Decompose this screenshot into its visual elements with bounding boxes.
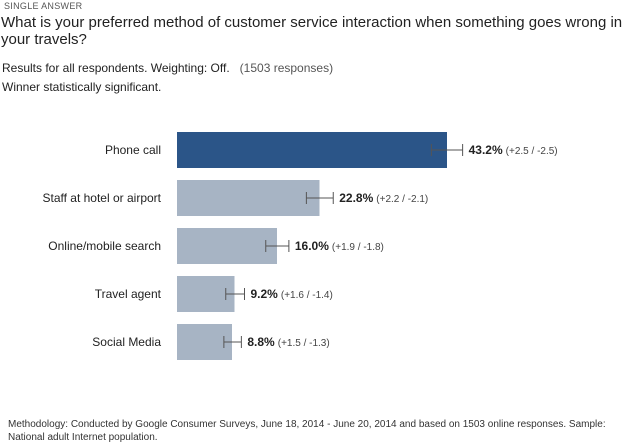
bar xyxy=(177,228,277,264)
category-label: Social Media xyxy=(92,335,161,349)
winner-significance-text: Winner statistically significant. xyxy=(2,80,162,94)
value-percent: 16.0% xyxy=(295,239,329,253)
bar xyxy=(177,276,235,312)
bar xyxy=(177,180,320,216)
error-range-label: (+2.5 / -2.5) xyxy=(506,146,558,157)
results-info: Results for all respondents. Weighting: … xyxy=(2,61,333,75)
value-percent: 9.2% xyxy=(251,287,279,301)
bar xyxy=(177,132,447,168)
value-label: 9.2% (+1.6 / -1.4) xyxy=(251,287,333,301)
value-label: 16.0% (+1.9 / -1.8) xyxy=(295,239,384,253)
question-type-label: SINGLE ANSWER xyxy=(4,1,83,11)
value-label: 8.8% (+1.5 / -1.3) xyxy=(247,335,329,349)
error-range-label: (+1.5 / -1.3) xyxy=(278,338,330,349)
value-label: 22.8% (+2.2 / -2.1) xyxy=(339,191,428,205)
results-weighting-text: Results for all respondents. Weighting: … xyxy=(2,61,230,75)
value-percent: 8.8% xyxy=(247,335,275,349)
category-label: Online/mobile search xyxy=(48,239,161,253)
error-range-label: (+1.6 / -1.4) xyxy=(281,290,333,301)
error-range-label: (+1.9 / -1.8) xyxy=(332,242,384,253)
results-bar-chart: Phone call 43.2% (+2.5 / -2.5) Staff at hot… xyxy=(42,132,558,360)
category-label: Phone call xyxy=(105,143,161,157)
methodology-note: Methodology: Conducted by Google Consume… xyxy=(8,419,606,443)
response-count: (1503 responses) xyxy=(239,61,334,75)
error-range-label: (+2.2 / -2.1) xyxy=(376,194,428,205)
category-label: Travel agent xyxy=(95,287,162,301)
category-label: Staff at hotel or airport xyxy=(42,191,161,205)
value-label: 43.2% (+2.5 / -2.5) xyxy=(469,143,558,157)
question-title: What is your preferred method of custome… xyxy=(1,14,623,48)
value-percent: 43.2% xyxy=(469,143,503,157)
bar xyxy=(177,324,232,360)
value-percent: 22.8% xyxy=(339,191,373,205)
